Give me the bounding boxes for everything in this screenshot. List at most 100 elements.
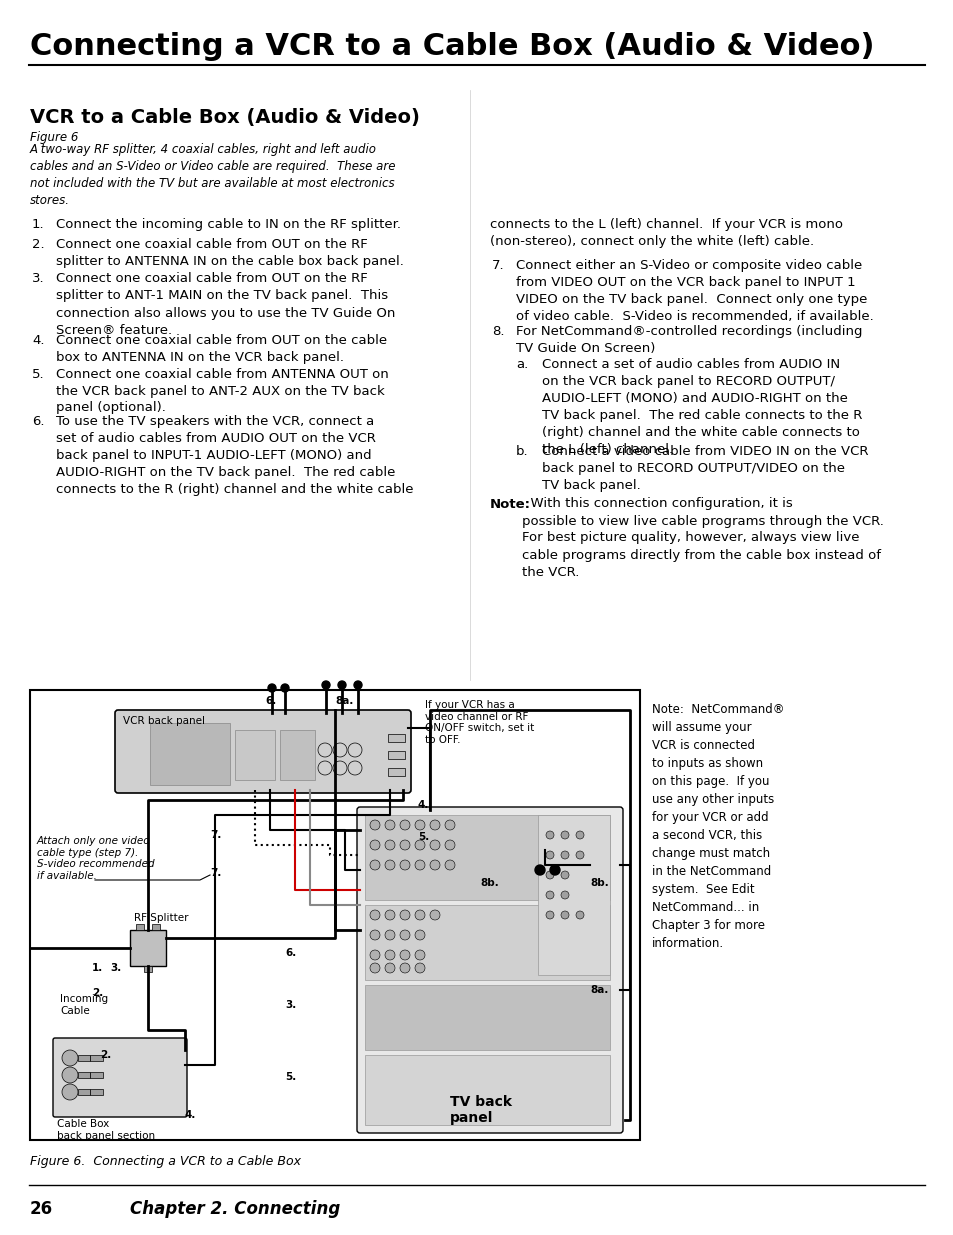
- Text: 4.: 4.: [417, 800, 429, 810]
- Text: Connect a video cable from VIDEO IN on the VCR
back panel to RECORD OUTPUT/VIDEO: Connect a video cable from VIDEO IN on t…: [541, 445, 867, 492]
- Bar: [78, 1055, 90, 1061]
- Text: Connecting a VCR to a Cable Box (Audio & Video): Connecting a VCR to a Cable Box (Audio &…: [30, 32, 874, 61]
- Text: 8b.: 8b.: [589, 878, 608, 888]
- Text: Connect either an S-Video or composite video cable
from VIDEO OUT on the VCR bac: Connect either an S-Video or composite v…: [516, 259, 873, 324]
- Circle shape: [560, 871, 568, 879]
- Circle shape: [62, 1050, 78, 1066]
- Circle shape: [444, 840, 455, 850]
- Circle shape: [268, 684, 275, 692]
- Text: 5.: 5.: [285, 1072, 296, 1082]
- Text: Connect a set of audio cables from AUDIO IN
on the VCR back panel to RECORD OUTP: Connect a set of audio cables from AUDIO…: [541, 358, 862, 456]
- Circle shape: [62, 1067, 78, 1083]
- Bar: [136, 924, 144, 930]
- Circle shape: [385, 910, 395, 920]
- Circle shape: [545, 911, 554, 919]
- Text: 3.: 3.: [32, 273, 45, 285]
- Text: 1.: 1.: [32, 219, 45, 231]
- Circle shape: [354, 680, 361, 689]
- Text: VCR back panel: VCR back panel: [123, 716, 205, 726]
- Text: 6.: 6.: [285, 948, 296, 958]
- Text: 4.: 4.: [185, 1110, 196, 1120]
- Circle shape: [415, 910, 424, 920]
- Circle shape: [399, 820, 410, 830]
- Circle shape: [385, 820, 395, 830]
- Circle shape: [415, 950, 424, 960]
- Circle shape: [399, 963, 410, 973]
- Text: Connect one coaxial cable from OUT on the cable
box to ANTENNA IN on the VCR bac: Connect one coaxial cable from OUT on th…: [56, 333, 387, 363]
- Text: 2.: 2.: [32, 238, 45, 252]
- Circle shape: [399, 910, 410, 920]
- Circle shape: [281, 684, 289, 692]
- Text: Connect one coaxial cable from ANTENNA OUT on
the VCR back panel to ANT-2 AUX on: Connect one coaxial cable from ANTENNA O…: [56, 368, 388, 415]
- Bar: [365, 905, 609, 981]
- Text: Cable Box
back panel section: Cable Box back panel section: [57, 1119, 155, 1141]
- Text: 6.: 6.: [265, 697, 276, 706]
- Bar: [90, 1055, 103, 1061]
- Circle shape: [370, 963, 379, 973]
- Text: 4.: 4.: [32, 333, 45, 347]
- Circle shape: [337, 680, 346, 689]
- Text: 6.: 6.: [32, 415, 45, 429]
- Bar: [78, 1089, 90, 1095]
- Bar: [152, 924, 160, 930]
- Text: Note:  NetCommand®
will assume your
VCR is connected
to inputs as shown
on this : Note: NetCommand® will assume your VCR i…: [651, 703, 783, 950]
- Text: Note:: Note:: [490, 498, 531, 510]
- Circle shape: [370, 930, 379, 940]
- Circle shape: [370, 860, 379, 869]
- Circle shape: [545, 890, 554, 899]
- Text: 3.: 3.: [285, 1000, 296, 1010]
- Circle shape: [415, 860, 424, 869]
- Circle shape: [415, 963, 424, 973]
- Text: RF Splitter: RF Splitter: [133, 913, 189, 923]
- Text: TV back
panel: TV back panel: [450, 1095, 512, 1125]
- Circle shape: [370, 950, 379, 960]
- Text: 8.: 8.: [492, 325, 504, 338]
- Text: 3.: 3.: [110, 963, 121, 973]
- Text: Figure 6: Figure 6: [30, 131, 78, 144]
- Text: With this connection configuration, it is
possible to view live cable programs t: With this connection configuration, it i…: [521, 498, 882, 578]
- Bar: [90, 1089, 103, 1095]
- Circle shape: [399, 950, 410, 960]
- Circle shape: [430, 840, 439, 850]
- Circle shape: [348, 761, 361, 776]
- Circle shape: [560, 851, 568, 860]
- Circle shape: [430, 820, 439, 830]
- Circle shape: [370, 840, 379, 850]
- Bar: [150, 722, 230, 785]
- Circle shape: [317, 743, 332, 757]
- Circle shape: [322, 680, 330, 689]
- Circle shape: [370, 910, 379, 920]
- Bar: [78, 1072, 90, 1078]
- Circle shape: [385, 950, 395, 960]
- Text: a.: a.: [516, 358, 528, 370]
- Bar: [365, 986, 609, 1050]
- Circle shape: [385, 963, 395, 973]
- Circle shape: [535, 864, 544, 876]
- Text: If your VCR has a
video channel or RF
ON/OFF switch, set it
to OFF.: If your VCR has a video channel or RF ON…: [424, 700, 534, 745]
- Circle shape: [333, 761, 347, 776]
- Text: Connect one coaxial cable from OUT on the RF
splitter to ANT-1 MAIN on the TV ba: Connect one coaxial cable from OUT on th…: [56, 273, 395, 336]
- Text: 2.: 2.: [91, 988, 103, 998]
- Circle shape: [560, 831, 568, 839]
- Circle shape: [545, 831, 554, 839]
- Text: Incoming
Cable: Incoming Cable: [60, 994, 108, 1015]
- FancyBboxPatch shape: [115, 710, 411, 793]
- Bar: [388, 751, 405, 760]
- Text: A two-way RF splitter, 4 coaxial cables, right and left audio
cables and an S-Vi: A two-way RF splitter, 4 coaxial cables,…: [30, 143, 395, 207]
- Text: Connect the incoming cable to IN on the RF splitter.: Connect the incoming cable to IN on the …: [56, 219, 400, 231]
- Circle shape: [317, 761, 332, 776]
- Text: Chapter 2. Connecting: Chapter 2. Connecting: [130, 1200, 340, 1218]
- Text: VCR to a Cable Box (Audio & Video): VCR to a Cable Box (Audio & Video): [30, 107, 419, 127]
- Text: 8b.: 8b.: [479, 878, 498, 888]
- Circle shape: [576, 911, 583, 919]
- FancyBboxPatch shape: [356, 806, 622, 1132]
- Text: 26: 26: [30, 1200, 53, 1218]
- Circle shape: [415, 930, 424, 940]
- Text: b.: b.: [516, 445, 528, 458]
- Text: 7.: 7.: [492, 259, 504, 272]
- Text: 5.: 5.: [417, 832, 429, 842]
- Bar: [130, 930, 166, 966]
- Bar: [388, 734, 405, 742]
- Circle shape: [444, 820, 455, 830]
- Circle shape: [62, 1084, 78, 1100]
